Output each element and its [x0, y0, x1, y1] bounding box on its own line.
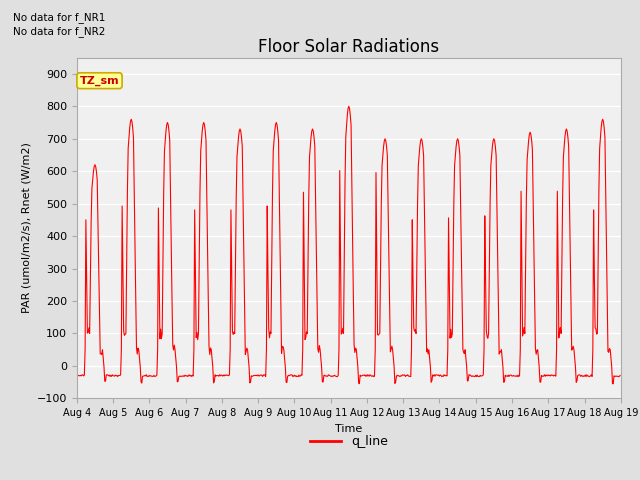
Legend: q_line: q_line — [305, 431, 393, 454]
Text: TZ_sm: TZ_sm — [80, 75, 119, 86]
q_line — [345, 103, 353, 109]
q_line — [139, 373, 147, 379]
Line: q_line: q_line — [77, 106, 620, 384]
q_line — [83, 277, 90, 283]
Text: No data for f_NR1: No data for f_NR1 — [13, 12, 105, 23]
q_line — [223, 372, 230, 378]
q_line — [415, 153, 423, 158]
q_line — [616, 372, 624, 378]
X-axis label: Time: Time — [335, 424, 362, 433]
q_line — [431, 373, 439, 379]
q_line — [609, 381, 617, 386]
Text: No data for f_NR2: No data for f_NR2 — [13, 26, 105, 37]
q_line — [73, 372, 81, 378]
q_line — [194, 337, 202, 343]
Title: Floor Solar Radiations: Floor Solar Radiations — [258, 38, 440, 56]
Y-axis label: PAR (umol/m2/s), Rnet (W/m2): PAR (umol/m2/s), Rnet (W/m2) — [21, 143, 31, 313]
